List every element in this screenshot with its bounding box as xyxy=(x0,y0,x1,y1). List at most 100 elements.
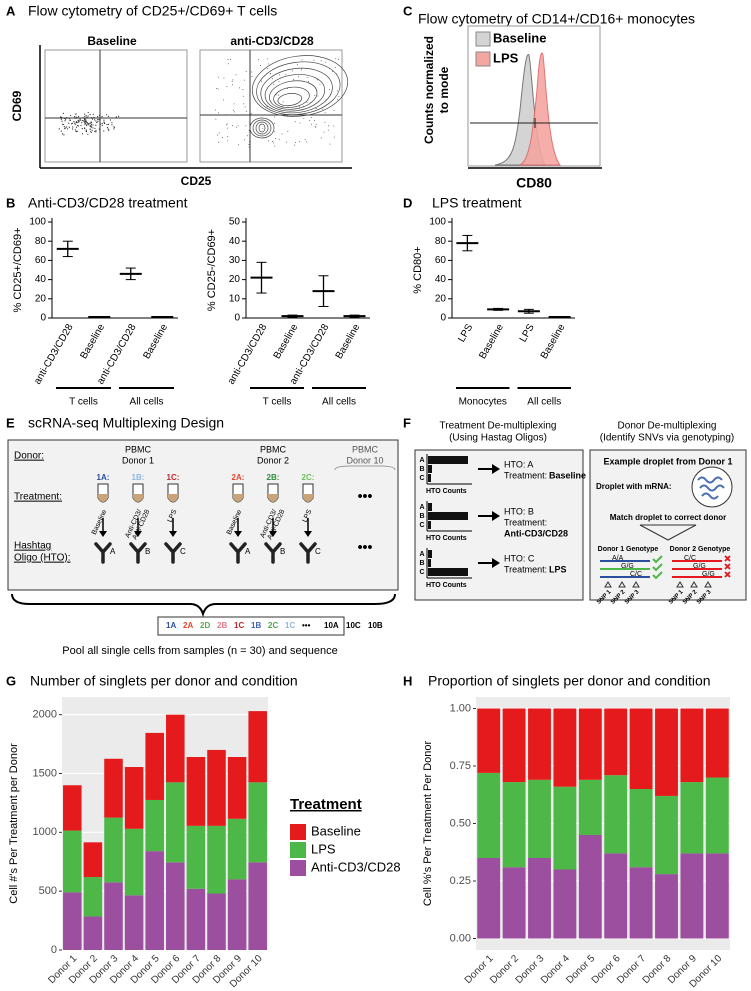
event-dot xyxy=(310,101,312,103)
bar-segment xyxy=(248,711,267,783)
arrow-head xyxy=(492,511,500,521)
event-dot xyxy=(87,115,89,117)
event-dot xyxy=(235,74,237,76)
event-dot xyxy=(336,73,338,75)
event-dot xyxy=(261,80,263,82)
event-dot xyxy=(64,117,66,120)
event-dot xyxy=(242,95,244,97)
hto-letter: C xyxy=(419,522,424,529)
hto-bar xyxy=(428,465,432,473)
event-dot xyxy=(78,121,80,123)
event-dot xyxy=(64,118,67,120)
mrna xyxy=(699,484,725,492)
event-dot xyxy=(279,77,281,79)
event-dot xyxy=(90,117,92,119)
group-label: T cells xyxy=(263,397,292,408)
group-label: All cells xyxy=(322,397,356,408)
event-dot xyxy=(233,111,235,113)
event-dot xyxy=(111,122,113,124)
panel-label: G xyxy=(6,673,16,688)
event-dot xyxy=(62,123,65,126)
event-dot xyxy=(75,130,77,133)
y-tick-label: 2000 xyxy=(33,709,57,721)
y-tick-label: 0 xyxy=(440,313,446,324)
event-dot xyxy=(95,129,97,132)
hto-bar xyxy=(428,568,468,576)
event-dot xyxy=(111,124,113,126)
donor-name: Donor 1 xyxy=(122,455,154,465)
event-dot xyxy=(258,59,260,61)
event-dot xyxy=(90,131,93,133)
event-dot xyxy=(313,59,315,61)
event-dot xyxy=(92,113,94,115)
antibody-icon xyxy=(264,542,282,564)
hto-bar xyxy=(428,559,431,567)
panel-label: B xyxy=(6,195,15,210)
pool-sample: 2A xyxy=(183,621,193,630)
arrow-head xyxy=(169,531,177,537)
event-dot xyxy=(328,68,330,70)
tube-liquid xyxy=(168,494,178,502)
event-dot xyxy=(292,80,294,82)
event-dot xyxy=(60,118,63,120)
event-dot xyxy=(227,63,229,65)
bar-segment xyxy=(705,853,729,939)
event-dot xyxy=(64,127,66,130)
event-dot xyxy=(98,119,100,121)
bar-segment xyxy=(553,786,577,870)
x-tick-label: anti-CD3/CD28 xyxy=(32,322,76,387)
event-dot xyxy=(77,119,79,121)
event-dot xyxy=(216,134,218,136)
y-tick-label: 0.75 xyxy=(450,760,471,772)
allele: A/A xyxy=(612,555,624,562)
x-tick-label: Baseline xyxy=(334,322,363,361)
treatment-value: Anti-CD3/CD28 xyxy=(504,528,568,538)
bar-segment xyxy=(705,777,729,854)
y-tick-label: 100 xyxy=(29,217,46,228)
check-mark xyxy=(652,571,663,580)
histogram xyxy=(519,52,562,166)
legend-label: LPS xyxy=(493,50,519,65)
event-dot xyxy=(90,124,93,126)
event-dot xyxy=(311,123,313,125)
axis-label: CD80 xyxy=(516,175,552,191)
axis-label: HTO Counts xyxy=(426,535,467,542)
row-label: Treatment: xyxy=(14,492,62,503)
event-dot xyxy=(106,124,108,126)
panel-title: Flow cytometry of CD14+/CD16+ monocytes xyxy=(418,11,695,27)
bar-segment xyxy=(104,817,123,883)
event-dot xyxy=(243,139,245,141)
bar-segment xyxy=(145,732,164,800)
x-tick-label: Baseline xyxy=(272,322,301,361)
event-dot xyxy=(97,118,99,121)
y-tick-label: 1500 xyxy=(33,767,57,779)
event-dot xyxy=(232,79,234,81)
event-dot xyxy=(250,71,252,73)
event-dot xyxy=(98,114,100,116)
treatment-label: Treatment: xyxy=(504,564,547,574)
cross-mark xyxy=(724,563,731,570)
event-dot xyxy=(107,115,110,117)
treatment-value: LPS xyxy=(549,564,567,574)
event-dot xyxy=(75,126,78,128)
event-dot xyxy=(86,116,88,118)
chart-title: LPS treatment xyxy=(432,195,522,211)
bar-segment xyxy=(227,818,247,880)
event-dot xyxy=(73,117,76,119)
bar-segment xyxy=(166,782,185,863)
event-dot xyxy=(286,141,288,143)
axis-label: % CD80+ xyxy=(412,246,424,293)
event-dot xyxy=(231,125,233,127)
event-dot xyxy=(101,124,103,126)
allele: G/G xyxy=(702,571,715,578)
event-dot xyxy=(278,138,280,140)
allele: C/C xyxy=(630,571,642,578)
event-dot xyxy=(311,116,313,118)
event-dot xyxy=(90,125,92,128)
event-dot xyxy=(239,87,241,89)
bar-segment xyxy=(477,708,501,773)
event-dot xyxy=(226,123,228,125)
bar-segment xyxy=(502,867,526,939)
box-heading: Match droplet to correct donor xyxy=(610,513,726,522)
y-tick-label: 10 xyxy=(229,293,241,304)
